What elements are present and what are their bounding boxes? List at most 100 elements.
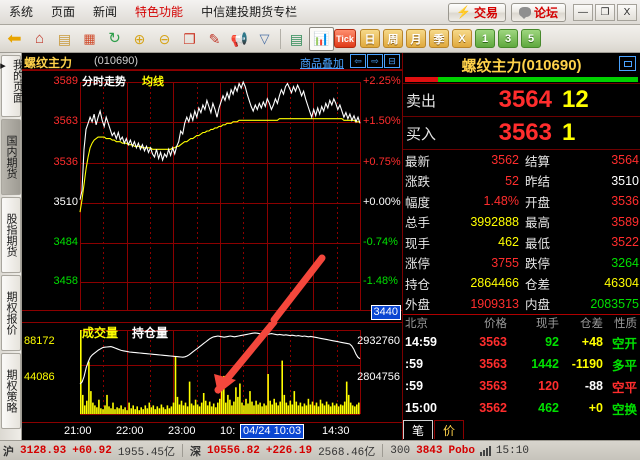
chart-legend-trend: 分时走势 (82, 76, 126, 88)
time-axis[interactable]: 21:00 22:00 23:00 10: 04/24 10:03 14:30 (22, 422, 402, 440)
menu-item-featured[interactable]: 特色功能 (135, 5, 184, 19)
tick-price: 3563 (479, 357, 507, 371)
zoom-in-icon[interactable]: ⊕ (133, 30, 146, 47)
quote-value-right: 3522 (611, 235, 639, 250)
zoom-out-icon[interactable]: ⊖ (158, 30, 171, 47)
price-axis-tick: 3458 (53, 275, 78, 288)
notes-icon[interactable]: ▤ (57, 30, 72, 47)
menu-item-system[interactable]: 系统 (9, 5, 34, 19)
brand-label: Pobo (448, 444, 475, 457)
time-tick-3: 10: (220, 425, 236, 437)
minute-button-1[interactable]: 1 (475, 29, 495, 48)
toolbar-separator-1 (280, 28, 281, 49)
tick-row[interactable]: :59 3563 1442 -1190 多平 (403, 353, 640, 375)
toolbar: ⬅ ⌂ ▤ ▦ ↻ ⊕ ⊖ ❐ ✎ 📢 ▽ ▤ 📊 Tick 日 周 月 季 X… (0, 25, 640, 53)
restore-icon[interactable]: ❐ (595, 3, 615, 21)
ratio-sell-segment (405, 77, 438, 82)
period-button-quarter[interactable]: 季 (429, 29, 449, 48)
percent-axis-tick: +0.75% (363, 156, 401, 169)
menu-item-citic-futures-column[interactable]: 中信建投期货专栏 (201, 5, 298, 19)
f10-icon[interactable]: ▦ (83, 31, 96, 46)
price-axis-tick: 3484 (53, 235, 78, 248)
quote-row: 涨停 3755 跌停 3264 (403, 253, 640, 274)
chart-legend-ma: 均线 (142, 76, 164, 88)
close-icon[interactable]: X (617, 3, 637, 21)
maximize-panel-icon[interactable] (619, 56, 636, 71)
tab-prices[interactable]: 价 (434, 420, 465, 439)
volume-chart-svg (22, 322, 402, 422)
quote-statistics-grid: 最新 3562 结算 3564 涨跌 52 昨结 3510 幅度 1.48% 开盘 3536 总手 399… (403, 149, 640, 314)
tab-ticks[interactable]: 笔 (403, 420, 434, 439)
sidebar-item-my-page[interactable]: 我的页面 ▸ (0, 55, 24, 117)
tick-view-button[interactable]: Tick (334, 29, 356, 48)
period-button-custom[interactable]: X (452, 29, 472, 48)
home-icon[interactable]: ⌂ (34, 30, 45, 47)
tick-volume: 92 (545, 335, 559, 349)
forum-button[interactable]: 论坛 (510, 2, 566, 22)
sidebar-item-option-quotes[interactable]: 期权报价 (1, 275, 21, 351)
back-arrow-icon[interactable]: ⬅ (7, 29, 22, 48)
volume-chart[interactable]: 成交量 持仓量 88172 44086 2932760 2804756 (22, 322, 402, 422)
refresh-icon[interactable]: ↻ (108, 30, 121, 47)
sidebar-item-domestic-futures[interactable]: 国内期货 (1, 119, 21, 195)
nav-prev-icon[interactable]: ⇦ (350, 54, 366, 68)
window-tile-icon[interactable]: ❐ (183, 30, 196, 47)
menu-item-news[interactable]: 新闻 (93, 5, 118, 19)
time-tick-2: 23:00 (168, 425, 196, 437)
window-controls: — ❐ X (571, 3, 637, 21)
pencil-icon[interactable]: ✎ (208, 30, 221, 47)
nav-next-icon[interactable]: ⇨ (367, 54, 383, 68)
minimize-icon[interactable]: — (573, 3, 593, 21)
quote-key-right: 内盘 (525, 298, 551, 313)
trade-button-label: 交易 (473, 5, 498, 20)
chart-instrument-code: (010690) (94, 55, 139, 67)
period-button-day[interactable]: 日 (360, 29, 380, 48)
quote-key-left: 幅度 (405, 195, 431, 210)
tick-row[interactable]: :59 3563 120 -88 空平 (403, 375, 640, 397)
table-view-icon[interactable]: ▤ (289, 30, 304, 47)
quote-value-right: 3564 (611, 153, 639, 168)
quote-row: 外盘 1909313 内盘 2083575 (403, 294, 640, 315)
tick-col-time: 北京 (405, 318, 428, 330)
period-button-week[interactable]: 周 (383, 29, 403, 48)
quote-key-right: 仓差 (525, 277, 551, 292)
tick-time: :59 (405, 357, 424, 371)
percent-axis-tick: +2.25% (363, 75, 401, 87)
sidebar-item-option-strategy[interactable]: 期权策略 (1, 353, 21, 429)
trade-button[interactable]: ⚡ 交易 (448, 2, 506, 22)
minute-button-5[interactable]: 5 (521, 29, 541, 48)
quote-value-right: 3510 (611, 173, 639, 188)
nav-split-icon[interactable]: ⊟ (384, 54, 400, 68)
sidebar-item-index-futures[interactable]: 股指期货 (1, 197, 21, 273)
tick-table-header: 北京 价格 现手 仓差 性质 (403, 314, 640, 331)
tick-table-body[interactable]: 14:59 3563 92 +48 空开:59 3563 1442 -1190 多平:59 356… (403, 331, 640, 419)
tick-row[interactable]: 14:59 3563 92 +48 空开 (403, 331, 640, 353)
chart-nav-group: ⇦ ⇨ ⊟ (350, 54, 400, 68)
price-chart[interactable]: 3589 3563 3536 3510 3484 3458 +2.25% +1.50% +0.7… (22, 70, 402, 322)
ask-row: 卖出 3564 12 (403, 83, 640, 116)
volume-tick-mid: 44086 (24, 371, 55, 383)
filter-funnel-icon[interactable]: ▽ (259, 31, 270, 46)
quote-value-right: 46304 (604, 276, 639, 291)
quote-key-right: 跌停 (525, 257, 551, 272)
price-axis-tick: 3510 (53, 195, 78, 208)
quote-row: 持仓 2864466 仓差 46304 (403, 273, 640, 294)
alert-horn-icon[interactable]: 📢 (230, 30, 249, 47)
period-button-month[interactable]: 月 (406, 29, 426, 48)
chart-view-icon[interactable]: 📊 (309, 26, 334, 51)
bid-label: 买入 (406, 125, 437, 143)
menu-item-page[interactable]: 页面 (51, 5, 76, 19)
minute-button-3[interactable]: 3 (498, 29, 518, 48)
oi-tick-high: 2932760 (357, 335, 400, 347)
percent-axis-tick: -0.74% (363, 235, 398, 248)
oi-tick-low: 2804756 (357, 371, 400, 383)
tick-row[interactable]: 15:00 3562 462 +0 空换 (403, 397, 640, 419)
status-sh-label: 沪 (3, 446, 14, 459)
tick-type: 多平 (611, 358, 637, 373)
tick-col-type: 性质 (614, 318, 637, 330)
commodity-overlay-link[interactable]: 商品叠加 (300, 58, 344, 70)
tick-col-oi-change: 仓差 (580, 318, 603, 330)
price-axis-tick: 3563 (53, 114, 78, 127)
quote-value-left: 3562 (491, 153, 519, 168)
time-tick-1: 22:00 (116, 425, 144, 437)
